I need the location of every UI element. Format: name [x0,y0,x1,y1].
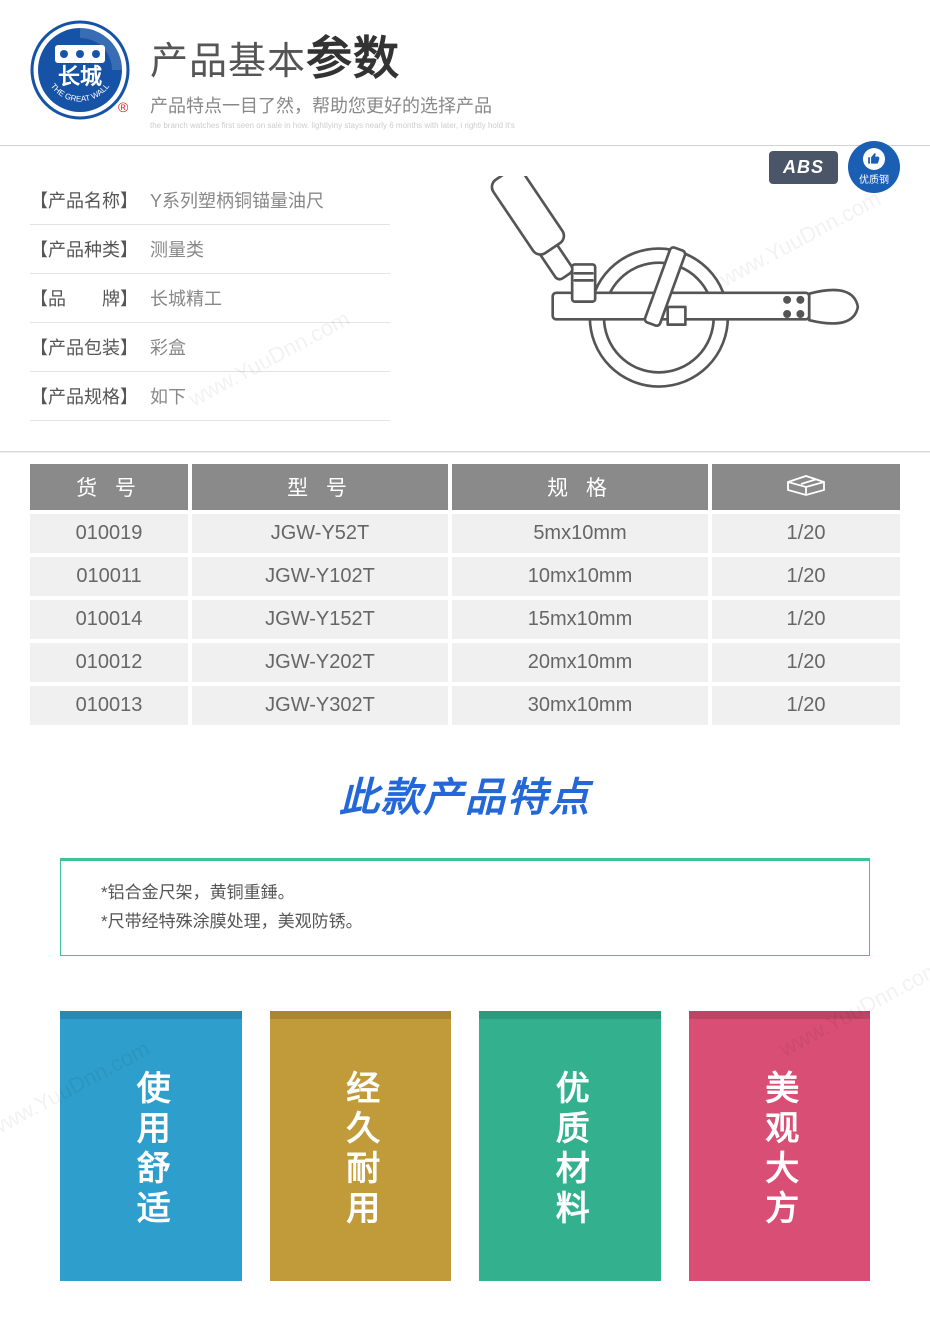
feature-pillar: 美观大方 [689,1011,871,1281]
package-icon [784,472,828,496]
attribute-row: 【品 牌】长城精工 [30,274,390,323]
table-cell: JGW-Y102T [190,555,450,598]
features-heading: 此款产品特点 [0,765,930,823]
attribute-row: 【产品规格】如下 [30,372,390,421]
attribute-value: 测量类 [150,236,204,262]
attribute-value: 彩盒 [150,334,186,360]
section-divider [0,451,930,452]
table-cell: JGW-Y202T [190,641,450,684]
header-section: 长城 THE GREAT WALL ® 产品基本参数 产品特点一目了然，帮助您更… [0,0,930,146]
table-cell: 010019 [30,512,190,555]
quality-steel-badge: 优质钢 [848,141,900,193]
thumbs-up-icon [863,148,885,170]
page-title: 产品基本参数 [150,22,515,88]
attribute-value: 如下 [150,383,186,409]
table-cell: 1/20 [710,684,900,725]
info-section: 【产品名称】Y系列塑柄铜锚量油尺【产品种类】测量类【品 牌】长城精工【产品包装】… [0,146,930,421]
feature-pillars: www.YuuDnn.com www.YuuDnn.com 使用舒适经久耐用优质… [0,956,930,1321]
table-row: 010011JGW-Y102T10mx10mm1/20 [30,555,900,598]
table-cell: 010012 [30,641,190,684]
logo-icon: 长城 THE GREAT WALL ® [30,20,130,120]
material-badges: ABS 优质钢 [769,141,900,193]
table-cell: 1/20 [710,512,900,555]
attribute-label: 【产品规格】 [30,383,150,409]
table-cell: 1/20 [710,555,900,598]
table-cell: JGW-Y152T [190,598,450,641]
table-cell: 15mx10mm [450,598,710,641]
attribute-row: 【产品包装】彩盒 [30,323,390,372]
table-cell: 010014 [30,598,190,641]
attribute-list: 【产品名称】Y系列塑柄铜锚量油尺【产品种类】测量类【品 牌】长城精工【产品包装】… [30,176,390,421]
steel-badge-label: 优质钢 [859,171,889,186]
table-cell: 5mx10mm [450,512,710,555]
feature-pillar: 经久耐用 [270,1011,452,1281]
table-cell: 30mx10mm [450,684,710,725]
th-spec: 规 格 [450,464,710,512]
table-cell: JGW-Y52T [190,512,450,555]
feature-line-2: *尺带经特殊涂膜处理，美观防锈。 [101,908,829,937]
th-qty [710,464,900,512]
attribute-row: 【产品名称】Y系列塑柄铜锚量油尺 [30,176,390,225]
brand-logo: 长城 THE GREAT WALL ® [30,20,130,120]
product-line-drawing [390,176,900,421]
features-box: *铝合金尺架，黄铜重錘。 *尺带经特殊涂膜处理，美观防锈。 [60,858,870,956]
decorative-fine-print: the branch watches first seen on sale in… [150,121,515,130]
th-model: 型 号 [190,464,450,512]
product-illustration-icon [410,176,890,406]
attribute-label: 【产品包装】 [30,334,150,360]
attribute-label: 【品 牌】 [30,285,150,311]
attribute-value: Y系列塑柄铜锚量油尺 [150,187,324,213]
attribute-value: 长城精工 [150,285,222,311]
table-header-row: 货 号 型 号 规 格 [30,464,900,512]
feature-pillar: 使用舒适 [60,1011,242,1281]
page-subtitle: 产品特点一目了然，帮助您更好的选择产品 [150,92,515,118]
title-bold: 参数 [306,32,400,84]
table-cell: JGW-Y302T [190,684,450,725]
svg-text:长城: 长城 [58,64,102,89]
table-cell: 010013 [30,684,190,725]
table-row: 010012JGW-Y202T20mx10mm1/20 [30,641,900,684]
table-cell: 1/20 [710,598,900,641]
th-code: 货 号 [30,464,190,512]
abs-badge: ABS [769,151,838,184]
feature-pillar: 优质材料 [479,1011,661,1281]
attribute-label: 【产品名称】 [30,187,150,213]
table-row: 010019JGW-Y52T5mx10mm1/20 [30,512,900,555]
svg-text:®: ® [118,99,129,115]
table-row: 010013JGW-Y302T30mx10mm1/20 [30,684,900,725]
spec-table-wrap: 货 号 型 号 规 格 010019JGW-Y52T5mx10mm1/20010… [0,464,930,725]
spec-table: 货 号 型 号 规 格 010019JGW-Y52T5mx10mm1/20010… [30,464,900,725]
table-row: 010014JGW-Y152T15mx10mm1/20 [30,598,900,641]
attribute-row: 【产品种类】测量类 [30,225,390,274]
table-cell: 1/20 [710,641,900,684]
title-prefix: 产品基本 [150,41,306,83]
table-cell: 010011 [30,555,190,598]
table-cell: 20mx10mm [450,641,710,684]
table-cell: 10mx10mm [450,555,710,598]
attribute-label: 【产品种类】 [30,236,150,262]
header-text: 产品基本参数 产品特点一目了然，帮助您更好的选择产品 the branch wa… [150,20,515,130]
feature-line-1: *铝合金尺架，黄铜重錘。 [101,879,829,908]
